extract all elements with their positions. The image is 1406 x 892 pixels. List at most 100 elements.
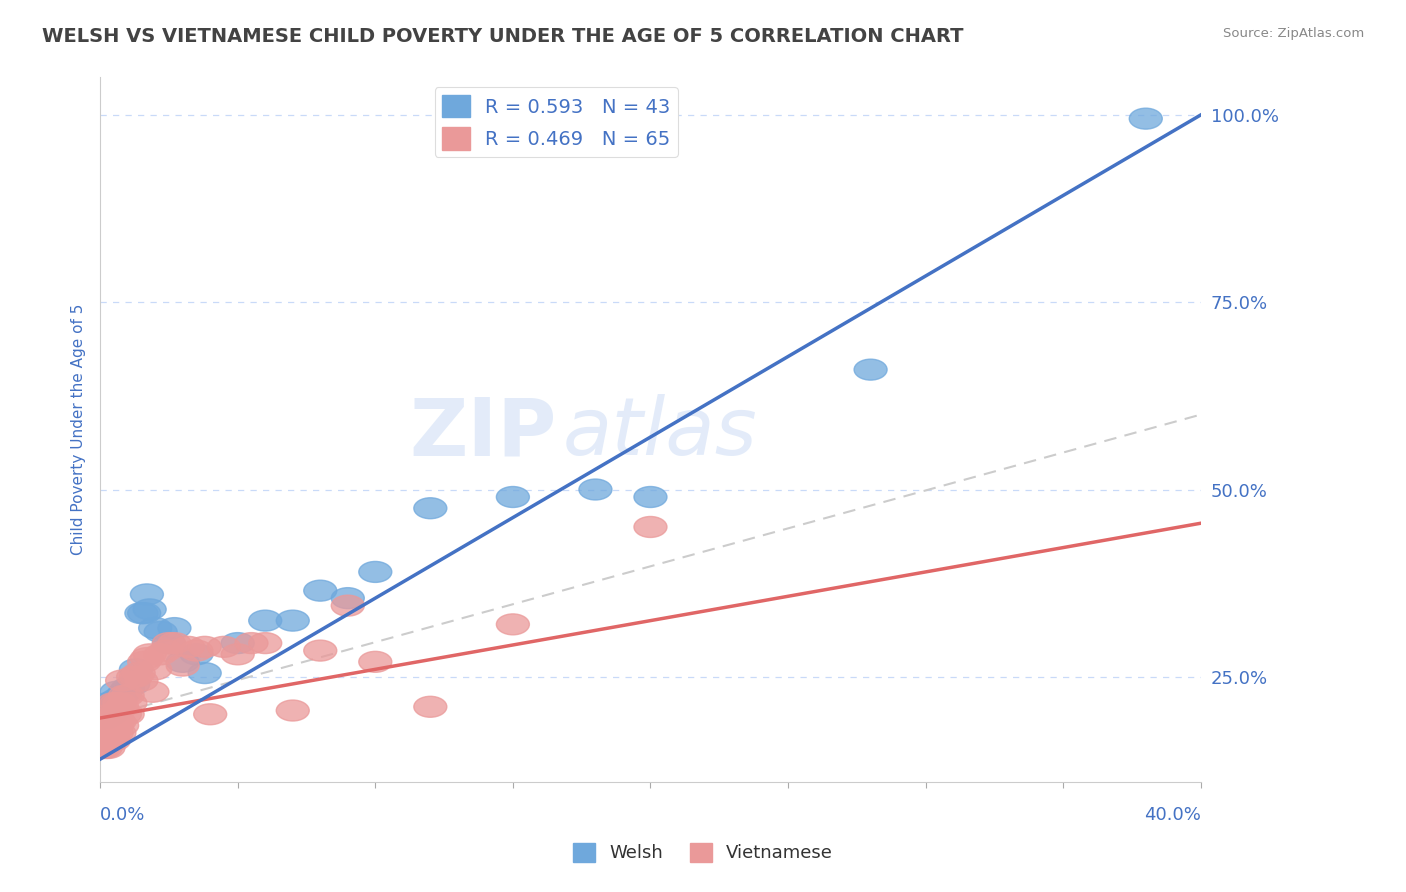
Ellipse shape: [208, 636, 240, 657]
Ellipse shape: [157, 632, 191, 654]
Ellipse shape: [157, 617, 191, 639]
Ellipse shape: [1129, 108, 1163, 129]
Ellipse shape: [91, 692, 125, 714]
Ellipse shape: [100, 715, 134, 736]
Ellipse shape: [221, 632, 254, 654]
Ellipse shape: [89, 730, 122, 751]
Text: WELSH VS VIETNAMESE CHILD POVERTY UNDER THE AGE OF 5 CORRELATION CHART: WELSH VS VIETNAMESE CHILD POVERTY UNDER …: [42, 27, 963, 45]
Ellipse shape: [117, 673, 149, 695]
Ellipse shape: [120, 659, 152, 680]
Ellipse shape: [97, 723, 131, 744]
Legend: R = 0.593   N = 43, R = 0.469   N = 65: R = 0.593 N = 43, R = 0.469 N = 65: [434, 87, 678, 157]
Ellipse shape: [94, 704, 128, 725]
Ellipse shape: [235, 632, 269, 654]
Ellipse shape: [134, 599, 166, 620]
Ellipse shape: [86, 738, 120, 758]
Ellipse shape: [332, 588, 364, 608]
Ellipse shape: [91, 715, 125, 736]
Ellipse shape: [86, 730, 120, 751]
Ellipse shape: [180, 640, 212, 661]
Ellipse shape: [97, 715, 131, 736]
Ellipse shape: [276, 610, 309, 632]
Ellipse shape: [139, 659, 172, 680]
Ellipse shape: [188, 663, 221, 683]
Ellipse shape: [91, 704, 125, 725]
Ellipse shape: [100, 723, 134, 744]
Ellipse shape: [97, 707, 131, 729]
Ellipse shape: [103, 723, 136, 744]
Ellipse shape: [97, 692, 131, 714]
Ellipse shape: [89, 697, 122, 717]
Ellipse shape: [100, 681, 134, 702]
Ellipse shape: [166, 651, 200, 673]
Ellipse shape: [100, 689, 134, 710]
Ellipse shape: [89, 719, 122, 739]
Ellipse shape: [111, 704, 145, 725]
Ellipse shape: [91, 707, 125, 729]
Ellipse shape: [128, 651, 160, 673]
Ellipse shape: [86, 723, 120, 744]
Ellipse shape: [180, 644, 212, 665]
Ellipse shape: [194, 704, 226, 725]
Ellipse shape: [188, 636, 221, 657]
Ellipse shape: [128, 603, 160, 624]
Ellipse shape: [105, 697, 139, 717]
Ellipse shape: [94, 723, 128, 744]
Ellipse shape: [86, 707, 120, 729]
Ellipse shape: [100, 704, 134, 725]
Ellipse shape: [634, 516, 666, 538]
Ellipse shape: [94, 730, 128, 751]
Ellipse shape: [111, 678, 145, 698]
Ellipse shape: [94, 692, 128, 714]
Ellipse shape: [117, 666, 149, 688]
Ellipse shape: [359, 651, 392, 673]
Ellipse shape: [172, 636, 205, 657]
Ellipse shape: [94, 704, 128, 725]
Ellipse shape: [105, 685, 139, 706]
Ellipse shape: [122, 663, 155, 683]
Ellipse shape: [103, 711, 136, 732]
Ellipse shape: [249, 632, 281, 654]
Ellipse shape: [91, 700, 125, 721]
Ellipse shape: [131, 584, 163, 605]
Ellipse shape: [108, 685, 142, 706]
Ellipse shape: [579, 479, 612, 500]
Ellipse shape: [359, 561, 392, 582]
Ellipse shape: [496, 486, 530, 508]
Ellipse shape: [89, 707, 122, 729]
Ellipse shape: [145, 644, 177, 665]
Text: atlas: atlas: [562, 394, 758, 472]
Ellipse shape: [276, 700, 309, 721]
Ellipse shape: [111, 685, 145, 706]
Ellipse shape: [91, 730, 125, 751]
Ellipse shape: [139, 617, 172, 639]
Ellipse shape: [97, 692, 131, 714]
Ellipse shape: [97, 730, 131, 751]
Ellipse shape: [103, 692, 136, 714]
Ellipse shape: [89, 726, 122, 747]
Ellipse shape: [136, 681, 169, 702]
Ellipse shape: [97, 697, 131, 717]
Ellipse shape: [91, 738, 125, 758]
Text: ZIP: ZIP: [409, 394, 557, 472]
Ellipse shape: [105, 715, 139, 736]
Ellipse shape: [152, 632, 186, 654]
Ellipse shape: [94, 715, 128, 736]
Text: 40.0%: 40.0%: [1144, 806, 1201, 824]
Ellipse shape: [125, 603, 157, 624]
Ellipse shape: [496, 614, 530, 635]
Ellipse shape: [152, 632, 186, 654]
Ellipse shape: [108, 704, 142, 725]
Ellipse shape: [91, 723, 125, 744]
Text: 0.0%: 0.0%: [100, 806, 145, 824]
Ellipse shape: [221, 644, 254, 665]
Ellipse shape: [114, 692, 146, 714]
Ellipse shape: [413, 697, 447, 717]
Ellipse shape: [105, 670, 139, 691]
Legend: Welsh, Vietnamese: Welsh, Vietnamese: [565, 836, 841, 870]
Ellipse shape: [166, 655, 200, 676]
Ellipse shape: [149, 640, 183, 661]
Ellipse shape: [145, 622, 177, 642]
Ellipse shape: [304, 580, 337, 601]
Ellipse shape: [103, 692, 136, 714]
